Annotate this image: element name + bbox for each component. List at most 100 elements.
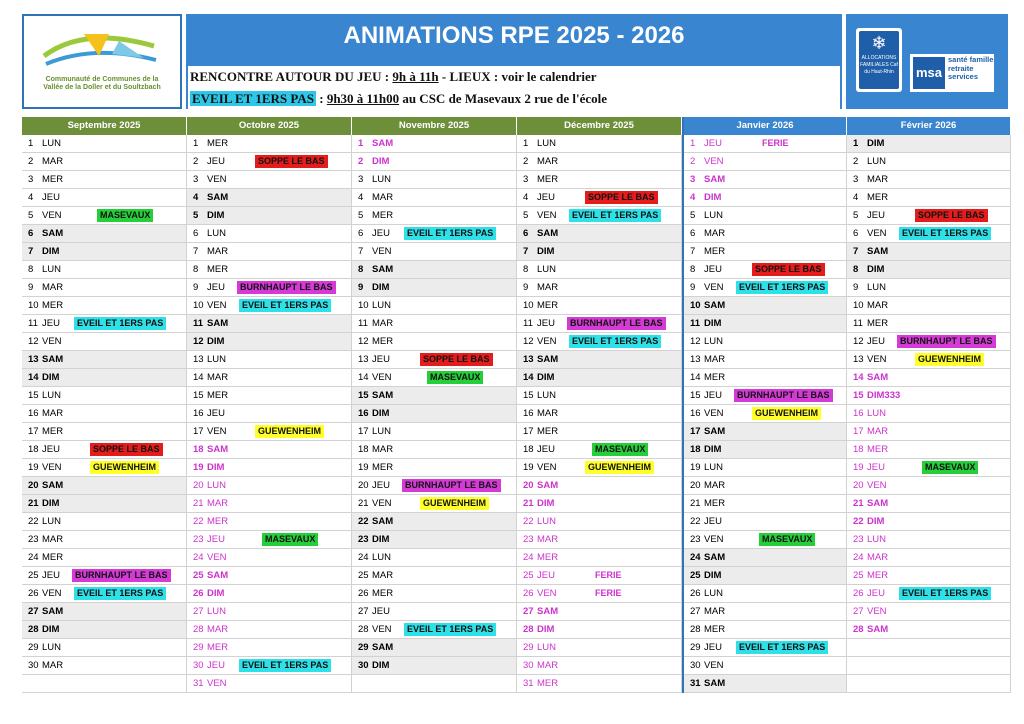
event-tag: EVEIL ET 1ERS PAS: [74, 317, 167, 330]
calendar-day-row: 24 SAM: [684, 549, 847, 567]
day-number: 31: [523, 678, 534, 689]
event-tag: BURNHAUPT LE BAS: [897, 335, 996, 348]
day-name: DIM: [42, 498, 60, 509]
day-name: JEU: [867, 210, 885, 221]
event-tag: MASEVAUX: [262, 533, 319, 546]
day-number: 13: [193, 354, 204, 365]
day-number: 1: [523, 138, 529, 149]
day-number: 6: [853, 228, 859, 239]
day-name: DIM: [372, 660, 390, 671]
day-name: DIM: [537, 246, 555, 257]
calendar-day-row: 14 MAR: [187, 369, 352, 387]
header-banner: ANIMATIONS RPE 2025 - 2026 RENCONTRE AUT…: [186, 14, 842, 110]
day-number: 25: [853, 570, 864, 581]
calendar-day-row: 2 VEN: [684, 153, 847, 171]
day-name: LUN: [372, 552, 392, 563]
day-number: 29: [358, 642, 369, 653]
day-number: 4: [853, 192, 859, 203]
day-number: 1: [193, 138, 199, 149]
day-name: VEN: [537, 336, 557, 347]
day-number: 26: [193, 588, 204, 599]
day-number: 7: [853, 246, 859, 257]
day-number: 27: [690, 606, 701, 617]
day-number: 14: [193, 372, 204, 383]
day-name: SAM: [704, 426, 726, 437]
event-tag: EVEIL ET 1ERS PAS: [736, 641, 829, 654]
day-name: LUN: [42, 642, 62, 653]
day-number: 24: [358, 552, 369, 563]
day-number: 10: [853, 300, 864, 311]
day-number: 31: [193, 678, 204, 689]
snowflake-icon: ❄: [871, 33, 887, 53]
day-name: JEU: [537, 192, 555, 203]
day-name: VEN: [704, 660, 724, 671]
day-name: MER: [704, 498, 726, 509]
day-name: MAR: [42, 282, 64, 293]
calendar-day-row: 25 SAM: [187, 567, 352, 585]
calendar-day-row: 10 MER: [22, 297, 187, 315]
day-name: LUN: [42, 516, 62, 527]
day-name: DIM: [372, 534, 390, 545]
day-name: JEU: [372, 480, 390, 491]
calendar-day-row: 27 LUN: [187, 603, 352, 621]
day-number: 1: [28, 138, 34, 149]
empty-day-row: [22, 675, 187, 693]
day-name: JEU: [207, 156, 225, 167]
month-header: Décembre 2025: [517, 117, 682, 135]
day-name: DIM: [372, 156, 390, 167]
day-number: 21: [853, 498, 864, 509]
calendar-day-row: 11 JEU BURNHAUPT LE BAS: [517, 315, 682, 333]
day-name: DIM: [42, 624, 60, 635]
day-name: MAR: [372, 318, 394, 329]
day-name: MER: [537, 174, 559, 185]
day-name: LUN: [704, 588, 724, 599]
day-name: LUN: [42, 390, 62, 401]
calendar-day-row: 11 DIM: [684, 315, 847, 333]
calendar-day-row: 12 MER: [352, 333, 517, 351]
day-name: MAR: [207, 246, 229, 257]
day-name: VEN: [867, 354, 887, 365]
calendar-day-row: 6 SAM: [22, 225, 187, 243]
calendar-day-row: 17 MER: [517, 423, 682, 441]
day-name: SAM: [372, 264, 394, 275]
calendar-day-row: 14 SAM: [847, 369, 1011, 387]
day-number: 2: [690, 156, 696, 167]
day-name: SAM: [704, 678, 726, 689]
day-number: 14: [523, 372, 534, 383]
day-number: 9: [853, 282, 859, 293]
calendar-day-row: 21 MAR: [187, 495, 352, 513]
day-name: DIM: [867, 516, 885, 527]
day-number: 5: [358, 210, 364, 221]
calendar-day-row: 12 VEN: [22, 333, 187, 351]
calendar-day-row: 24 MER: [517, 549, 682, 567]
day-number: 28: [690, 624, 701, 635]
day-number: 6: [523, 228, 529, 239]
day-name: MER: [867, 192, 889, 203]
day-name: JEU: [704, 264, 722, 275]
day-name: MAR: [42, 156, 64, 167]
event-tag: MASEVAUX: [427, 371, 484, 384]
calendar-day-row: 5 VEN EVEIL ET 1ERS PAS: [517, 207, 682, 225]
day-number: 21: [523, 498, 534, 509]
calendar-day-row: 21 DIM: [22, 495, 187, 513]
event-tag: EVEIL ET 1ERS PAS: [404, 227, 497, 240]
calendar-day-row: 18 SAM: [187, 441, 352, 459]
calendar-day-row: 3 MER: [517, 171, 682, 189]
event-tag: EVEIL ET 1ERS PAS: [736, 281, 829, 294]
calendar-day-row: 7 DIM: [22, 243, 187, 261]
calendar-day-row: 19 MER: [352, 459, 517, 477]
calendar-day-row: 19 DIM: [187, 459, 352, 477]
day-name: MER: [372, 588, 394, 599]
day-number: 4: [193, 192, 199, 203]
caf-logo-text: ALLOCATIONS FAMILIALES Caf du Haut-Rhin: [860, 55, 898, 75]
day-number: 6: [193, 228, 199, 239]
day-number: 11: [853, 318, 863, 329]
day-number: 12: [853, 336, 864, 347]
day-name: LUN: [42, 138, 62, 149]
event-tag: BURNHAUPT LE BAS: [567, 317, 666, 330]
calendar-day-row: 23 MAR: [517, 531, 682, 549]
calendar-day-row: 23 JEU MASEVAUX: [187, 531, 352, 549]
day-name: VEN: [704, 282, 724, 293]
day-name: JEU: [42, 570, 60, 581]
calendar-day-row: 7 SAM: [847, 243, 1011, 261]
